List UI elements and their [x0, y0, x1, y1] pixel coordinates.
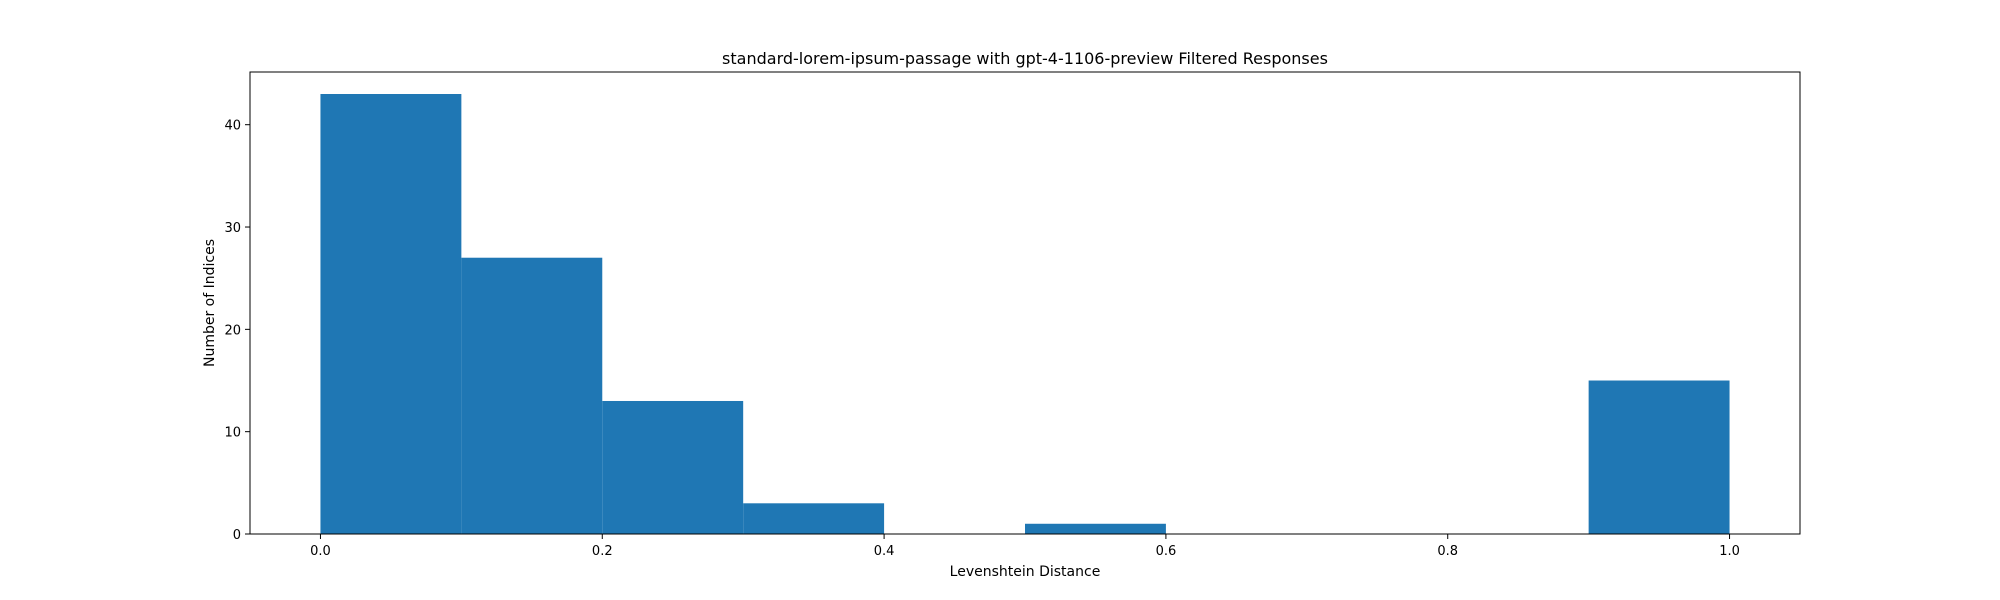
histogram-bar [602, 400, 744, 534]
histogram-bar [320, 94, 462, 534]
y-tick-label: 10 [224, 426, 241, 441]
x-tick-label: 0.4 [874, 544, 895, 559]
chart-title: standard-lorem-ipsum-passage with gpt-4-… [722, 49, 1328, 68]
x-tick-label: 1.0 [1719, 544, 1740, 559]
y-tick-label: 30 [224, 221, 241, 236]
plot-area-frame [249, 71, 1801, 535]
y-tick-label: 20 [224, 323, 241, 338]
y-axis-label: Number of Indices [202, 239, 218, 367]
x-axis-ticks: 0.0 0.2 0.4 0.6 0.8 1.0 [310, 534, 1740, 559]
x-tick-label: 0.6 [1156, 544, 1177, 559]
histogram-bar [461, 257, 603, 534]
histogram-bar [743, 503, 885, 534]
x-tick-label: 0.8 [1437, 544, 1458, 559]
x-tick-label: 0.2 [592, 544, 613, 559]
y-tick-label: 40 [224, 119, 241, 134]
x-axis-label: Levenshtein Distance [950, 564, 1101, 580]
histogram-bar [1588, 380, 1730, 534]
y-axis-ticks: 0 10 20 30 40 [224, 119, 250, 543]
histogram-bar [1025, 523, 1166, 534]
x-tick-label: 0.0 [310, 544, 331, 559]
y-tick-label: 0 [233, 528, 241, 543]
histogram-bars [320, 94, 1730, 534]
